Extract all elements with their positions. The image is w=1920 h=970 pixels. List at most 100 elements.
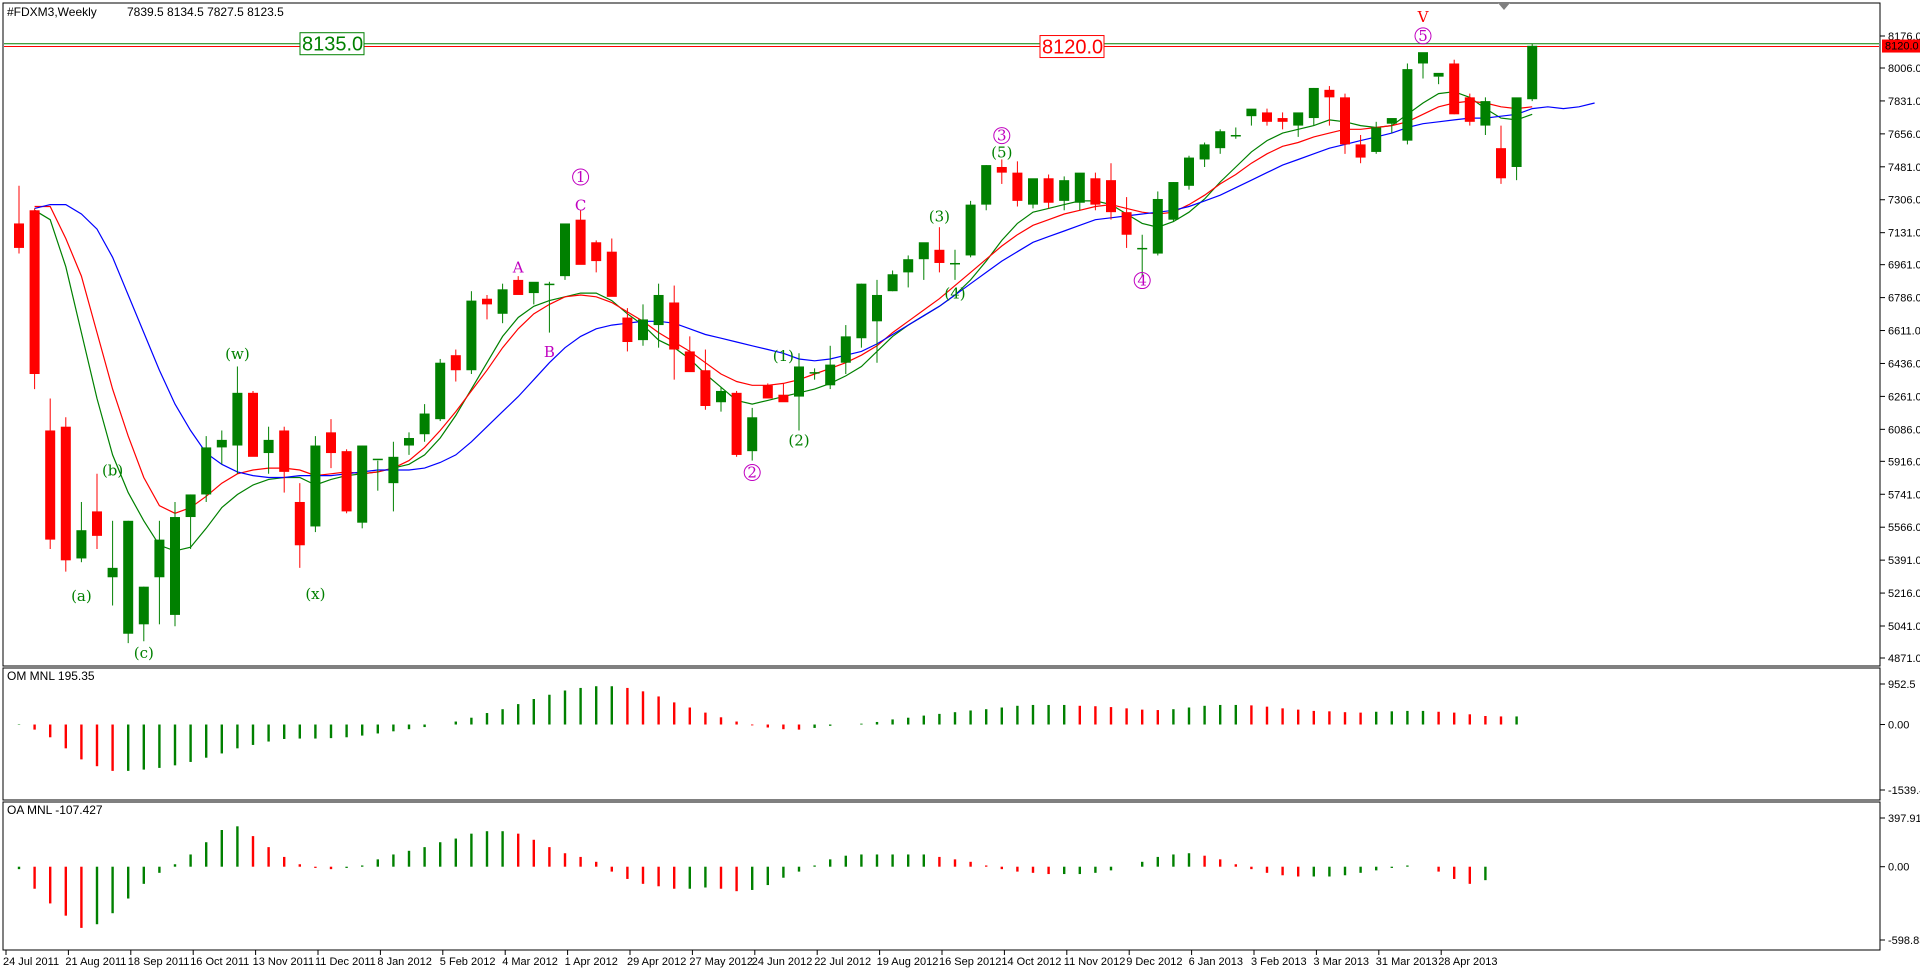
candle-body <box>762 385 773 399</box>
candle-body <box>404 437 414 446</box>
time-axis-label: 5 Feb 2012 <box>440 956 496 968</box>
candle-body <box>1433 72 1444 77</box>
indicator-axis-label: 397.912 <box>1888 813 1920 825</box>
candle-body <box>14 223 24 248</box>
wave-label-text: A <box>512 258 524 276</box>
time-axis-label: 4 Mar 2012 <box>502 956 558 968</box>
time-axis-label: 3 Mar 2013 <box>1313 956 1369 968</box>
candle <box>1262 108 1272 126</box>
candle <box>747 407 758 461</box>
candle-body <box>388 456 399 484</box>
candle-body <box>185 494 196 518</box>
time-axis-label: 21 Aug 2011 <box>65 956 126 968</box>
candle-body <box>1277 118 1288 122</box>
candle <box>185 494 196 550</box>
candle <box>669 285 680 380</box>
candle-body <box>981 165 992 205</box>
candle-body <box>310 445 321 527</box>
candle <box>762 383 773 399</box>
candle-body <box>934 249 945 263</box>
candle-body <box>591 242 602 262</box>
candle <box>809 368 820 380</box>
candle <box>1043 174 1054 209</box>
time-axis-label: 16 Sep 2012 <box>939 956 1001 968</box>
candle <box>1230 127 1241 139</box>
indicator-title: OM MNL 195.35 <box>7 669 95 683</box>
candle-body <box>856 283 867 339</box>
candle-body <box>419 413 430 435</box>
candle <box>1106 163 1116 220</box>
wave-label-text: (b) <box>102 462 123 480</box>
candle <box>1277 112 1288 130</box>
candle-body <box>778 394 789 403</box>
wave-label: A <box>512 258 524 276</box>
candle <box>513 276 524 295</box>
candle-body <box>575 219 586 265</box>
candle-body <box>1137 247 1148 250</box>
wave-label-text: (x) <box>305 585 325 603</box>
candle-body <box>903 259 914 273</box>
candle <box>92 473 102 550</box>
candle-body <box>1386 118 1397 124</box>
wave-label-text: V <box>1417 8 1430 26</box>
candle <box>1402 63 1413 145</box>
candle <box>1511 97 1522 181</box>
candle-body <box>248 392 258 457</box>
candle <box>372 458 383 491</box>
candle-body <box>107 567 118 578</box>
price-axis-label: 6436.0 <box>1888 358 1920 370</box>
time-axis-label: 11 Nov 2012 <box>1064 956 1126 968</box>
candle-body <box>1449 63 1460 115</box>
candle-body <box>731 392 742 455</box>
wave-label: (a) <box>71 587 92 605</box>
price-axis-label: 6961.0 <box>1888 260 1920 272</box>
candle-body <box>263 439 274 454</box>
candle <box>341 449 352 514</box>
candle-body <box>466 300 477 371</box>
wave-label-text: (4) <box>944 285 965 303</box>
candle <box>840 325 851 375</box>
candle <box>450 349 461 382</box>
candle <box>731 390 742 457</box>
candle-body <box>154 539 165 578</box>
wave-label: 4 <box>1133 272 1151 290</box>
candle-body <box>809 372 820 374</box>
candle-body <box>544 283 555 286</box>
candle <box>1308 87 1319 126</box>
current-price-marker <box>1882 39 1920 53</box>
candle <box>482 294 492 320</box>
chart-shift-marker[interactable] <box>1498 3 1510 10</box>
candle-body <box>294 501 305 546</box>
candle <box>684 336 695 373</box>
candle <box>794 353 804 431</box>
candle-body <box>513 279 524 295</box>
candle <box>1168 182 1179 222</box>
candle <box>357 445 368 529</box>
candle-body <box>747 417 758 452</box>
wave-label-text: 5 <box>1418 27 1428 45</box>
wave-label-circle <box>1414 27 1432 45</box>
wave-label: 3 <box>993 127 1011 145</box>
candle-body <box>1340 97 1350 145</box>
moving-average-line-3 <box>34 102 1595 479</box>
price-panel-frame <box>2 2 1881 667</box>
candle <box>575 210 586 265</box>
candle-body <box>372 458 383 461</box>
wave-label: (b) <box>102 462 123 480</box>
time-axis-label: 24 Jul 2011 <box>3 956 59 968</box>
om-panel: OM MNL 195.35 952.5 0.00 -1539.42 <box>7 669 1920 797</box>
candle-body <box>60 426 71 561</box>
level-label-frame <box>299 32 365 56</box>
candle-body <box>1059 180 1070 201</box>
candle <box>981 165 992 211</box>
candle <box>1496 125 1506 184</box>
wave-label-text: 4 <box>1137 272 1147 290</box>
candle <box>1152 191 1163 256</box>
candle-body <box>1308 87 1319 119</box>
wave-label-text: (w) <box>225 345 250 363</box>
wave-label: (3) <box>929 208 950 226</box>
candle <box>1386 118 1397 134</box>
candle <box>310 436 321 533</box>
candle <box>138 586 149 642</box>
